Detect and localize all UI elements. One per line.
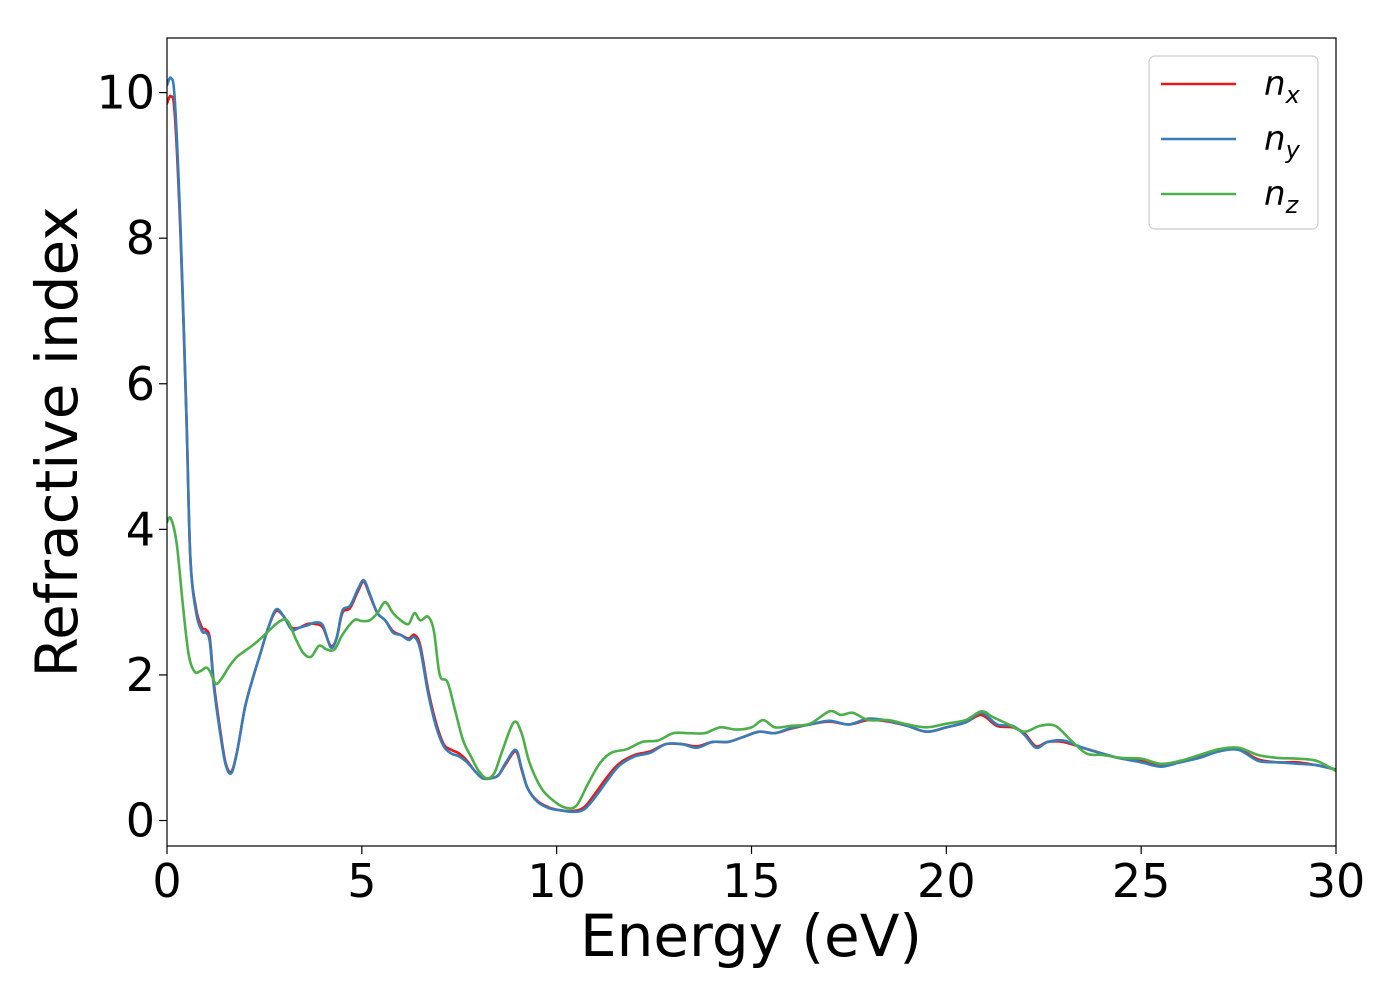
y-tick-label: 0 (126, 794, 155, 848)
y-tick-label: 10 (96, 66, 155, 120)
x-tick-label: 20 (917, 854, 976, 908)
y-tick-label: 4 (126, 502, 155, 556)
legend-label-nx: nx (1264, 64, 1301, 109)
y-tick-label: 2 (126, 648, 155, 702)
legend-label-nz: nz (1264, 174, 1300, 219)
legend-box (1148, 55, 1319, 230)
x-tick-label: 0 (152, 854, 181, 908)
x-tick-label: 10 (527, 854, 586, 908)
legend-label-ny: ny (1264, 119, 1301, 164)
x-tick-label: 30 (1307, 854, 1366, 908)
y-tick-label: 6 (126, 357, 155, 411)
x-axis-ticks: 0 5 10 15 20 25 30 (152, 846, 1365, 908)
y-tick-label: 8 (126, 211, 155, 265)
x-tick-label: 5 (347, 854, 376, 908)
series-layer (167, 76, 1336, 814)
series-line-nz (167, 516, 1336, 810)
x-tick-label: 15 (722, 854, 781, 908)
x-tick-label: 25 (1112, 854, 1171, 908)
legend: nx ny nz (1148, 55, 1319, 230)
x-axis-label: Energy (eV) (580, 902, 922, 970)
y-axis-label: Refractive index (23, 206, 91, 677)
y-axis-ticks: 0 2 4 6 8 10 (96, 66, 167, 848)
series-line-ny (167, 76, 1336, 814)
